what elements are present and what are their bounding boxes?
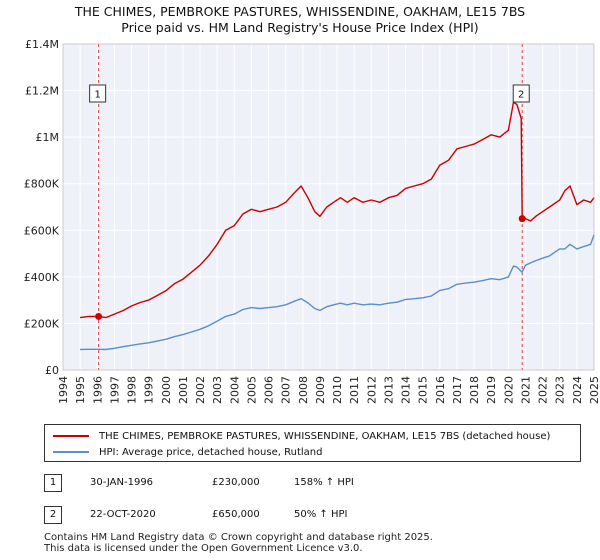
legend-label-property: THE CHIMES, PEMBROKE PASTURES, WHISSENDI…: [99, 430, 551, 442]
x-tick-label: 1997: [108, 376, 121, 404]
sale-row: 1 30-JAN-1996 £230,000 158% ↑ HPI: [44, 474, 584, 494]
series-line-property: [80, 101, 595, 319]
chart-title: THE CHIMES, PEMBROKE PASTURES, WHISSENDI…: [74, 4, 526, 19]
x-tick-label: 2005: [245, 376, 258, 404]
sale-hpi-change: 50% ↑ HPI: [294, 509, 348, 520]
x-tick-label: 1999: [143, 376, 156, 404]
legend: THE CHIMES, PEMBROKE PASTURES, WHISSENDI…: [44, 424, 581, 462]
x-tick-label: 2012: [365, 376, 378, 404]
x-tick-label: 2006: [263, 376, 276, 404]
x-tick-label: 2019: [485, 376, 498, 404]
x-tick-label: 2023: [554, 376, 567, 404]
y-tick-label: £0: [45, 364, 59, 377]
x-tick-label: 2007: [280, 376, 293, 404]
x-tick-label: 2004: [228, 376, 241, 404]
y-tick-label: £200K: [24, 317, 60, 330]
x-tick-label: 2003: [211, 376, 224, 404]
plot-area: [63, 44, 594, 370]
x-tick-label: 2025: [588, 376, 600, 404]
x-tick-label: 2015: [417, 376, 430, 404]
legend-swatch-hpi: [53, 451, 89, 453]
x-tick-label: 2014: [400, 376, 413, 404]
footer-line-2: This data is licensed under the Open Gov…: [44, 543, 363, 554]
footer-line-1: Contains HM Land Registry data © Crown c…: [44, 532, 433, 543]
x-tick-label: 2013: [382, 376, 395, 404]
x-tick-label: 2002: [194, 376, 207, 404]
plot-frame: [62, 43, 595, 371]
chart-subtitle: Price paid vs. HM Land Registry's House …: [121, 20, 479, 35]
x-tick-label: 1995: [74, 376, 87, 404]
x-tick-label: 1996: [91, 376, 104, 404]
sale-label-box: [512, 84, 530, 103]
x-tick-label: 2021: [519, 376, 532, 404]
footer-attribution: Contains HM Land Registry data © Crown c…: [44, 532, 433, 554]
x-tick-label: 1998: [126, 376, 139, 404]
price-chart: £0 £200K £400K £600K £800K £1M £1.2M £1.4M 1994 1…: [24, 38, 600, 404]
sale-price: £230,000: [212, 477, 260, 488]
sale-point: [518, 215, 526, 223]
legend-label-hpi: HPI: Average price, detached house, Rutl…: [99, 446, 323, 458]
x-tick-label: 2018: [468, 376, 481, 404]
sale-date: 30-JAN-1996: [90, 477, 154, 488]
y-tick-label: £600K: [24, 224, 60, 237]
x-tick-label: 2009: [314, 376, 327, 404]
legend-item-property: THE CHIMES, PEMBROKE PASTURES, WHISSENDI…: [53, 429, 550, 443]
y-tick-label: £1.2M: [25, 85, 59, 98]
x-tick-label: 2017: [451, 376, 464, 404]
sale-number-badge: 1: [44, 474, 62, 492]
y-tick-label: £800K: [24, 178, 60, 191]
sale-point: [95, 312, 103, 320]
x-tick-label: 2011: [348, 376, 361, 404]
sale-label-text: 1: [94, 90, 100, 101]
x-tick-label: 2022: [537, 376, 550, 404]
x-tick-label: 2001: [177, 376, 190, 404]
x-tick-label: 2010: [331, 376, 344, 404]
legend-item-hpi: HPI: Average price, detached house, Rutl…: [53, 445, 322, 459]
sale-hpi-change: 158% ↑ HPI: [294, 477, 354, 488]
y-tick-label: £1M: [36, 131, 60, 144]
sale-number-badge: 2: [44, 506, 62, 524]
sale-date: 22-OCT-2020: [90, 509, 156, 520]
sale-label-text: 2: [518, 90, 524, 101]
x-tick-label: 1994: [57, 376, 70, 404]
legend-swatch-property: [53, 435, 89, 437]
sale-row: 2 22-OCT-2020 £650,000 50% ↑ HPI: [44, 506, 584, 526]
y-tick-label: £1.4M: [25, 38, 59, 51]
x-tick-label: 2024: [571, 376, 584, 404]
x-tick-label: 2000: [160, 376, 173, 404]
sale-label-box: [89, 84, 107, 103]
y-tick-label: £400K: [24, 271, 60, 284]
x-tick-label: 2016: [434, 376, 447, 404]
x-tick-label: 2020: [502, 376, 515, 404]
series-line-hpi: [80, 234, 595, 351]
sale-price: £650,000: [212, 509, 260, 520]
x-tick-label: 2008: [297, 376, 310, 404]
